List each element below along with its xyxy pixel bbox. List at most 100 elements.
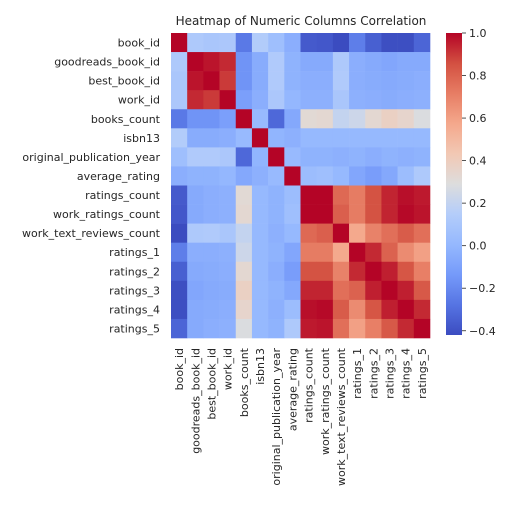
heatmap-cell [300, 261, 317, 282]
heatmap-cell [413, 261, 431, 282]
heatmap-cell [268, 299, 285, 320]
heatmap-cell [397, 166, 415, 186]
heatmap-cell [381, 166, 398, 186]
heatmap-cell [349, 185, 366, 205]
heatmap-cell [316, 166, 334, 186]
heatmap-cell [316, 33, 334, 53]
heatmap-cell [413, 242, 431, 263]
heatmap-cell [316, 71, 334, 91]
heatmap-cell [332, 166, 350, 186]
heatmap-cell [171, 242, 188, 263]
x-tick-label: work_id [222, 348, 235, 390]
heatmap-cell [381, 109, 398, 129]
heatmap-cell [332, 128, 350, 148]
heatmap-cell [365, 204, 382, 224]
heatmap-cell [268, 90, 285, 110]
heatmap-cell [349, 33, 366, 53]
heatmap-cell [413, 299, 431, 320]
heatmap-cell [413, 204, 431, 224]
heatmap-cell [349, 280, 366, 301]
heatmap-cell [235, 318, 253, 339]
heatmap-cell [171, 166, 188, 186]
x-tick-label: work_text_reviews_count [335, 347, 348, 486]
heatmap-cell [219, 185, 237, 205]
heatmap-cell [171, 109, 188, 129]
heatmap-cell [251, 147, 269, 167]
heatmap-cell [219, 299, 237, 320]
heatmap-cell [251, 166, 269, 186]
heatmap-cell [268, 185, 285, 205]
heatmap-cell [203, 109, 220, 129]
y-tick-label: ratings_3 [109, 284, 160, 297]
heatmap-cell [284, 299, 301, 320]
heatmap-cell [187, 299, 204, 320]
heatmap-cell [332, 280, 350, 301]
heatmap-cell [284, 147, 301, 167]
x-tick-label: ratings_4 [400, 348, 413, 399]
heatmap-cell [300, 52, 317, 72]
y-tick-label: books_count [91, 113, 161, 126]
y-tick-label: work_id [118, 94, 160, 107]
colorbar-tick-label: 1.0 [469, 27, 487, 40]
heatmap-cell [300, 147, 317, 167]
heatmap-cell [251, 33, 269, 53]
heatmap-cell [171, 261, 188, 282]
heatmap-cell [397, 261, 415, 282]
heatmap-cell [349, 223, 366, 243]
heatmap-cell [268, 33, 285, 53]
heatmap-cell [203, 185, 220, 205]
heatmap-cell [397, 242, 415, 263]
heatmap-cell [284, 71, 301, 91]
heatmap-cell [397, 128, 415, 148]
heatmap-cell [219, 223, 237, 243]
heatmap-cell [219, 109, 237, 129]
heatmap-cell [235, 128, 253, 148]
heatmap-cell [171, 90, 188, 110]
heatmap-cell [235, 223, 253, 243]
y-tick-label: work_text_reviews_count [22, 227, 161, 240]
heatmap-cell [332, 147, 350, 167]
heatmap-cell [332, 52, 350, 72]
heatmap-cell [349, 261, 366, 282]
heatmap-cell [235, 109, 253, 129]
heatmap-cell [397, 318, 415, 339]
heatmap-cell [332, 261, 350, 282]
heatmap-cell [300, 109, 317, 129]
heatmap-cell [365, 280, 382, 301]
heatmap-cell [284, 128, 301, 148]
heatmap-cell [251, 204, 269, 224]
heatmap-cell [381, 71, 398, 91]
heatmap-cell [235, 71, 253, 91]
heatmap-cell [203, 33, 220, 53]
heatmap-cell [187, 223, 204, 243]
heatmap-cell [381, 52, 398, 72]
heatmap-cell [171, 128, 188, 148]
x-tick-label: ratings_count [303, 347, 316, 423]
heatmap-cell [365, 109, 382, 129]
heatmap-cell [316, 223, 334, 243]
x-tick-label: work_ratings_count [319, 347, 332, 455]
heatmap-cell [268, 52, 285, 72]
y-tick-label: ratings_2 [109, 265, 160, 278]
x-tick-label: ratings_2 [367, 348, 380, 399]
x-tick-label: isbn13 [254, 348, 267, 385]
heatmap-cell [251, 242, 269, 263]
heatmap-cell [413, 280, 431, 301]
heatmap-cell [300, 33, 317, 53]
heatmap-cell [365, 318, 382, 339]
heatmap-cell [349, 242, 366, 263]
heatmap-cell [381, 318, 398, 339]
heatmap-cell [413, 71, 431, 91]
heatmap-cell [235, 166, 253, 186]
heatmap-cell [268, 318, 285, 339]
heatmap-cell [316, 318, 334, 339]
heatmap-cell [332, 71, 350, 91]
colorbar-tick-label: 0.2 [469, 197, 487, 210]
heatmap-cell [365, 185, 382, 205]
heatmap-cell [171, 185, 188, 205]
heatmap-cell [381, 33, 398, 53]
y-tick-label: original_publication_year [22, 151, 160, 164]
heatmap-cell [365, 33, 382, 53]
heatmap-cell [332, 109, 350, 129]
heatmap-cell [187, 280, 204, 301]
